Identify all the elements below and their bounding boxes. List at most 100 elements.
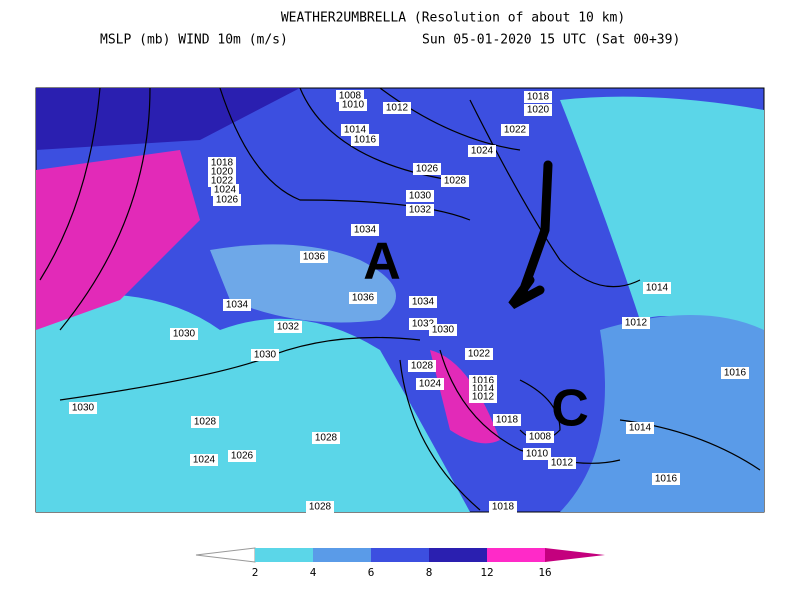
- isobar-label-bg: [441, 175, 469, 187]
- isobar-label: 1034: [354, 225, 377, 236]
- colorbar-segment: [371, 548, 429, 562]
- isobar-label: 1008: [529, 432, 552, 443]
- colorbar-segment: [255, 548, 313, 562]
- isobar-label-bg: [408, 360, 436, 372]
- isobar-label-bg: [406, 190, 434, 202]
- isobar-label-bg: [339, 99, 367, 111]
- strong-wind-area: [430, 350, 500, 444]
- isobar-label: 1026: [416, 164, 439, 175]
- isobar-label: 1012: [386, 103, 409, 114]
- isobar-label-bg: [306, 501, 334, 513]
- isobar-label: 1018: [492, 502, 515, 513]
- isobar-label: 1022: [211, 176, 234, 187]
- isobar-label: 1028: [444, 176, 467, 187]
- isobar-label-bg: [312, 432, 340, 444]
- isobar-label: 1032: [412, 319, 435, 330]
- isobar-label: 1028: [315, 433, 338, 444]
- isobar-label-bg: [213, 194, 241, 206]
- isobar-label-bg: [643, 282, 671, 294]
- isobar-label: 1030: [409, 191, 432, 202]
- isobar-label-bg: [191, 416, 219, 428]
- colorbar-low: [195, 547, 256, 563]
- arrow-annotation: [508, 160, 553, 309]
- isobar-label: 1016: [354, 135, 377, 146]
- isobar-label-bg: [251, 349, 279, 361]
- colorbar-segment: [429, 548, 487, 562]
- isobar-label: 1018: [496, 415, 519, 426]
- isobar-label-bg: [406, 204, 434, 216]
- isobar-label: 1008: [339, 91, 362, 102]
- isobar-label: 1014: [646, 283, 669, 294]
- isobar-label-bg: [489, 501, 517, 513]
- isobar-label: 1030: [173, 329, 196, 340]
- isobar-label: 1022: [468, 349, 491, 360]
- colorbar-tick-label: 2: [252, 566, 259, 579]
- isobar-label: 1028: [309, 502, 332, 513]
- annotation: C: [551, 380, 589, 438]
- isobar-label-bg: [523, 448, 551, 460]
- isobar-label-bg: [524, 104, 552, 116]
- isobar-label-bg: [526, 431, 554, 443]
- isobar-label-bg: [413, 163, 441, 175]
- colorbar-high: [545, 548, 605, 562]
- isobar-label-bg: [351, 224, 379, 236]
- isobar-label: 1028: [194, 417, 217, 428]
- isobar-label: 1016: [724, 368, 747, 379]
- isobar-label: 1032: [409, 205, 432, 216]
- isobar-label: 1034: [412, 297, 435, 308]
- colorbar-tick-label: 6: [368, 566, 375, 579]
- isobar-label-bg: [429, 324, 457, 336]
- isobar-label: 1032: [277, 322, 300, 333]
- isobar-label-bg: [468, 145, 496, 157]
- colorbar-segment: [313, 548, 371, 562]
- colorbar-tick-label: 16: [538, 566, 551, 579]
- isobar-label-bg: [626, 422, 654, 434]
- title: WEATHER2UMBRELLA (Resolution of about 10…: [281, 11, 625, 26]
- isobar-label: 1010: [526, 449, 549, 460]
- isobar-label-bg: [274, 321, 302, 333]
- isobar-label-bg: [622, 317, 650, 329]
- wind-area: [36, 88, 300, 150]
- isobar-label: 1024: [419, 379, 442, 390]
- isobar-label: 1020: [527, 105, 550, 116]
- date: Sun 05-01-2020 15 UTC (Sat 00+39): [422, 33, 680, 48]
- colorbar: 2 4 6 8 12 16: [195, 547, 605, 579]
- isobar-label-bg: [721, 367, 749, 379]
- isobar-label-bg: [501, 124, 529, 136]
- isobar-label: 1012: [625, 318, 648, 329]
- isobar-label: 1016: [655, 474, 678, 485]
- isobar-label: 1036: [352, 293, 375, 304]
- wind-area: [560, 315, 764, 512]
- annotation: A: [363, 233, 401, 291]
- isobar-label-bg: [351, 134, 379, 146]
- isobar-label: 1030: [254, 350, 277, 361]
- isobar-label-bg: [300, 251, 328, 263]
- isobar-label-bg: [548, 457, 576, 469]
- colorbar-tick-label: 12: [480, 566, 493, 579]
- isobar-label-bg: [383, 102, 411, 114]
- isobar-label: 1028: [411, 361, 434, 372]
- isobar-label-bg: [493, 414, 521, 426]
- isobar-label: 1020: [211, 167, 234, 178]
- isobar-label: 1030: [72, 403, 95, 414]
- isobar-label-bg: [349, 292, 377, 304]
- isobar-label: 1024: [471, 146, 494, 157]
- isobar-label: 1018: [527, 92, 550, 103]
- isobar-label: 1012: [472, 392, 495, 403]
- isobar-label-bg: [69, 402, 97, 414]
- isobar-label: 1034: [226, 300, 249, 311]
- colorbar-tick-label: 8: [426, 566, 433, 579]
- isobar-label: 1014: [472, 384, 495, 395]
- isobar-label-bg: [228, 450, 256, 462]
- colorbar-segment: [487, 548, 545, 562]
- colorbar-tick-label: 4: [310, 566, 317, 579]
- isobar-label-bg: [211, 184, 239, 196]
- wind-area: [560, 96, 764, 381]
- isobar-label-bg: [416, 378, 444, 390]
- isobar-label: 1024: [214, 185, 237, 196]
- fields: MSLP (mb) WIND 10m (m/s): [100, 33, 288, 48]
- isobar-label-bg: [652, 473, 680, 485]
- map-panel: [35, 87, 765, 513]
